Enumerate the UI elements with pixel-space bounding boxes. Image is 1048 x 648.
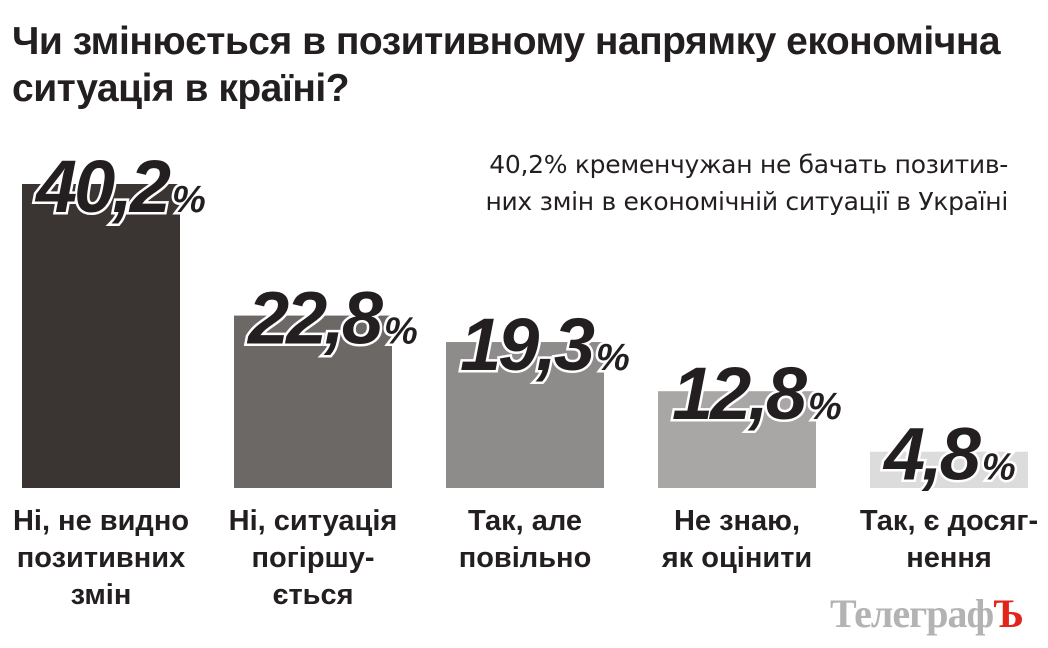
value-percent: %: [982, 447, 1016, 489]
category-label-line: погіршу-: [251, 542, 375, 574]
value-percent: %: [596, 337, 630, 379]
bar-1: [22, 184, 180, 488]
bar-4: [658, 391, 816, 488]
category-label-5: Так, є досяг-нення: [851, 503, 1047, 577]
chart-subtitle: 40,2% кременчужан не бачать позитив- них…: [380, 146, 1008, 220]
category-label-4: Не знаю, як оцінити: [639, 503, 835, 577]
logo-text: Телеграф: [830, 591, 994, 636]
value-label-4: 12,8%: [672, 352, 842, 435]
category-label-2: Ні, ситуація погіршу-ється: [215, 503, 411, 614]
category-label-line: Ні, не видно: [12, 505, 190, 537]
category-label-line: ється: [272, 579, 354, 611]
value-label-3: 19,3%: [460, 303, 630, 386]
subtitle-line-2: них змін в економічній ситуації в Україн…: [485, 187, 1008, 216]
value-number: 4,8: [882, 413, 982, 496]
category-label-3: Так, але повільно: [427, 503, 623, 577]
category-label-line: змін: [70, 579, 132, 611]
logo-hard-sign: Ъ: [993, 591, 1024, 636]
chart-title: Чи змінюється в позитивному напрямку еко…: [12, 20, 1001, 110]
category-label-line: Так, але: [467, 505, 583, 537]
value-percent: %: [384, 311, 418, 353]
category-label-line: позитивних: [16, 542, 186, 574]
value-number: 12,8: [672, 352, 808, 435]
bar-2: [234, 315, 392, 488]
bar-5: [870, 451, 1028, 488]
value-number: 22,8: [246, 277, 384, 360]
value-label-2: 22,8%: [246, 277, 418, 360]
category-label-line: нення: [906, 542, 992, 574]
value-label-1: 40,2%: [34, 145, 206, 228]
value-number: 40,2: [34, 145, 171, 228]
value-percent: %: [172, 179, 206, 221]
category-label-line: Ні, ситуація: [228, 505, 398, 537]
value-percent: %: [808, 386, 842, 428]
category-label-line: Не знаю,: [673, 505, 800, 537]
category-label-line: як оцінити: [661, 542, 813, 574]
telegraf-logo: ТелеграфЪ: [830, 590, 1024, 637]
bar-3: [446, 342, 604, 488]
subtitle-line-1: 40,2% кременчужан не бачать позитив-: [489, 150, 1008, 179]
value-label-5: 4,8%: [882, 413, 1016, 496]
value-number: 19,3: [460, 303, 595, 386]
category-label-1: Ні, не видно позитивних змін: [3, 503, 199, 614]
category-label-line: повільно: [458, 542, 592, 574]
category-label-line: Так, є досяг-: [859, 505, 1039, 537]
